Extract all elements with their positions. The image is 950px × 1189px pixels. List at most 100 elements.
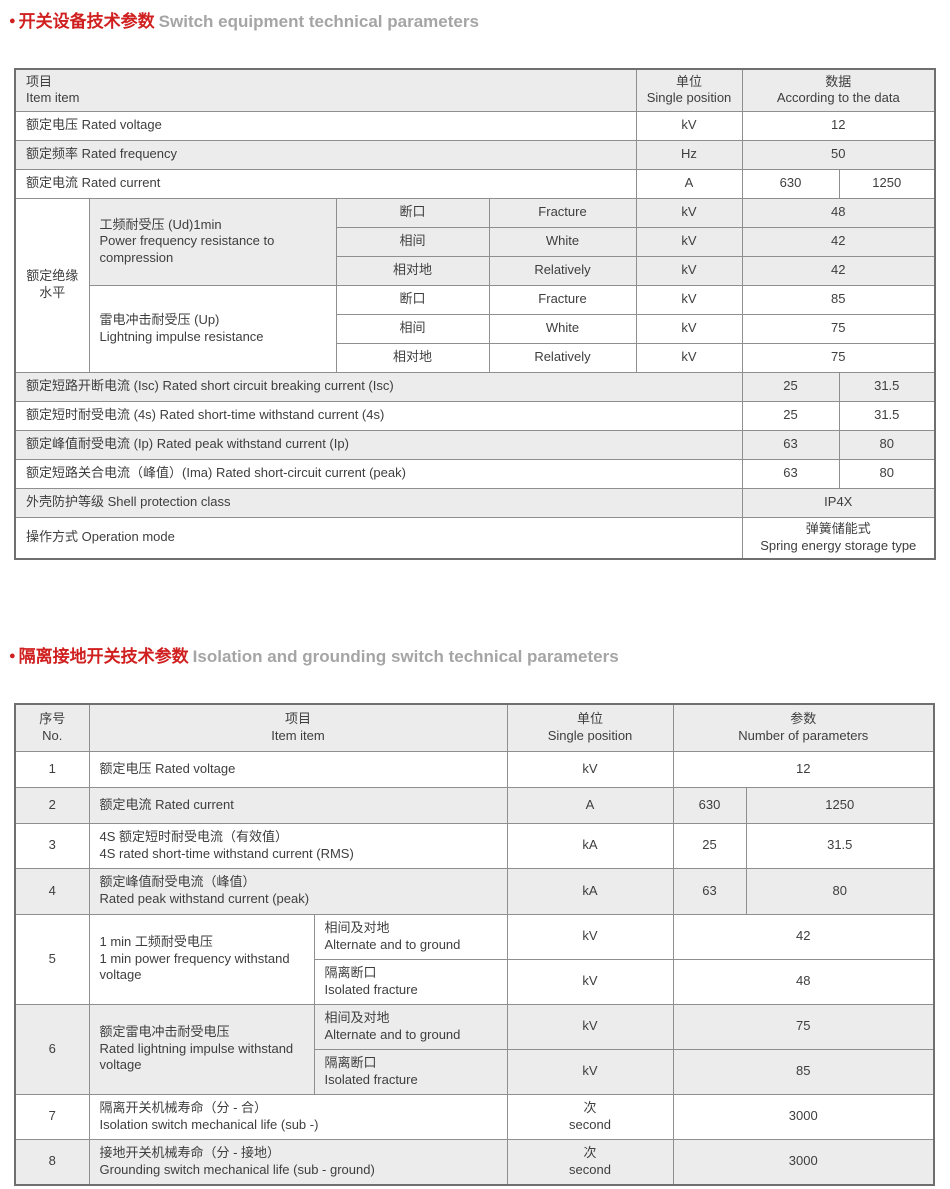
cell-lightning-impulse-desc: 雷电冲击耐受压 (Up) Lightning impulse resistanc… — [88, 284, 337, 373]
cell-unit: A — [506, 786, 674, 824]
table-row: 4 额定峰值耐受电流（峰值） Rated peak withstand curr… — [14, 867, 935, 915]
table-row: 2 额定电流 Rated current A 630 1250 — [14, 786, 935, 824]
cell-value: IP4X — [741, 487, 936, 518]
sub-cn: 相间及对地 — [324, 1009, 390, 1025]
cell-unit: kV — [635, 284, 743, 315]
cell-sub-en: Fracture — [488, 197, 637, 228]
cell-item: 额定电压 Rated voltage — [88, 750, 508, 788]
sub-en: Isolated fracture — [324, 1071, 418, 1087]
item-en: Rated peak withstand current (peak) — [99, 891, 310, 906]
sub-en: Alternate and to ground — [324, 936, 461, 952]
header-unit-cn: 单位 — [576, 711, 603, 727]
cell-item: 额定频率 Rated frequency — [14, 139, 637, 170]
item-cn: 隔离开关机械寿命（分 - 合） — [99, 1099, 268, 1115]
cell-unit: kV — [506, 913, 674, 960]
item-cn: 额定雷电冲击耐受电压 — [99, 1024, 230, 1040]
item-cn: 额定峰值耐受电流（峰值） — [99, 874, 256, 890]
table-row: 隔离断口 Isolated fracture kV 48 — [15, 958, 935, 1005]
cell-value-630: 630 — [741, 168, 840, 199]
header-item-cn: 项目 — [284, 711, 311, 727]
operation-value-en: Spring energy storage type — [760, 537, 917, 553]
cell-value: 31.5 — [838, 400, 936, 431]
cell-unit: kV — [635, 342, 743, 373]
cell-value: 弹簧储能式 Spring energy storage type — [741, 516, 936, 560]
cell-value-1250: 1250 — [838, 168, 936, 199]
item-en: Rated lightning impulse withstand voltag… — [99, 1040, 294, 1073]
header-no-en: No. — [42, 727, 63, 743]
cell-item: 外壳防护等级 Shell protection class — [14, 487, 743, 518]
header-unit-cn: 单位 — [675, 73, 702, 89]
cell-unit: A — [635, 168, 743, 199]
cell-sub-cn: 断口 — [335, 197, 490, 228]
table-row: 8 接地开关机械寿命（分 - 接地） Grounding switch mech… — [14, 1138, 935, 1186]
cell-item: 额定峰值耐受电流 (Ip) Rated peak withstand curre… — [14, 429, 743, 460]
cell-unit: kV — [635, 313, 743, 344]
cell-no: 6 — [14, 1003, 90, 1095]
cell-unit: kA — [506, 867, 674, 915]
bullet-icon: ● — [9, 15, 16, 27]
table-row: 雷电冲击耐受压 (Up) Lightning impulse resistanc… — [15, 284, 936, 373]
cell-sub-cn: 相对地 — [335, 255, 490, 286]
sub-en: Alternate and to ground — [324, 1026, 461, 1042]
cell-unit: kV — [506, 750, 674, 788]
insulation-group-line2: 水平 — [39, 285, 66, 300]
cell-value: 80 — [838, 458, 936, 489]
header-unit-en: Single position — [646, 90, 732, 106]
cell-value: 25 — [741, 371, 840, 402]
sub-cn: 隔离断口 — [324, 1054, 377, 1070]
cell-value: 80 — [838, 429, 936, 460]
table-row: 额定电压 Rated voltage kV 12 — [14, 110, 936, 141]
cell-value: 3000 — [672, 1138, 935, 1186]
cell-no: 3 — [14, 822, 90, 869]
table-row: 操作方式 Operation mode 弹簧储能式 Spring energy … — [14, 516, 936, 560]
header-cell-unit: 单位 Single position — [506, 703, 674, 752]
cell-unit: 次 second — [506, 1093, 674, 1140]
cell-unit: 次 second — [506, 1138, 674, 1186]
insulation-group-line1: 额定绝缘 — [26, 268, 79, 284]
header-cell-unit: 单位 Single position — [635, 68, 743, 112]
header-item-en: Item item — [271, 727, 325, 743]
cell-value: 50 — [741, 139, 936, 170]
unit-cn: 次 — [583, 1145, 597, 1161]
cell-unit: kV — [506, 1003, 674, 1050]
cell-sub-en: Relatively — [488, 342, 637, 373]
table-header-row: 项目 Item item 单位 Single position 数据 Accor… — [14, 68, 936, 112]
cell-unit: kV — [506, 1048, 674, 1095]
cell-unit: kV — [635, 255, 743, 286]
cell-value: 75 — [741, 342, 936, 373]
cell-unit: kA — [506, 822, 674, 869]
section-title-switch-parameters: ● 开关设备技术参数 Switch equipment technical para… — [9, 7, 479, 32]
table-header-row: 序号 No. 项目 Item item 单位 Single position 参… — [14, 703, 935, 752]
table-row: 3 4S 额定短时耐受电流（有效值） 4S rated short-time w… — [14, 822, 935, 869]
header-data-cn: 数据 — [825, 73, 852, 89]
pf-desc-cn: 工频耐受压 (Ud)1min — [99, 216, 222, 232]
unit-cn: 次 — [583, 1099, 597, 1115]
table-row: 额定频率 Rated frequency Hz 50 — [14, 139, 936, 170]
item-en: 4S rated short-time withstand current (R… — [99, 845, 354, 861]
table-row: 5 1 min 工频耐受电压 1 min power frequency wit… — [14, 913, 935, 1005]
cell-item: 额定电流 Rated current — [88, 786, 508, 824]
cell-insulation-group: 额定绝缘 水平 — [14, 197, 90, 373]
cell-value: 3000 — [672, 1093, 935, 1140]
cell-value: 42 — [741, 255, 936, 286]
cell-value: 31.5 — [838, 371, 936, 402]
cell-value-630: 630 — [672, 786, 747, 824]
item-en: 1 min power frequency withstand voltage — [99, 950, 290, 983]
cell-unit: Hz — [635, 139, 743, 170]
cell-no: 2 — [14, 786, 90, 824]
item-cn: 4S 额定短时耐受电流（有效值） — [99, 828, 289, 844]
cell-value: 63 — [741, 429, 840, 460]
cell-no: 1 — [14, 750, 90, 788]
header-param-cn: 参数 — [790, 711, 817, 727]
sub-en: Isolated fracture — [324, 981, 418, 997]
cell-item: 额定电压 Rated voltage — [14, 110, 637, 141]
section-title-cn: 隔离接地开关技术参数 — [18, 647, 189, 666]
cell-no: 7 — [14, 1093, 90, 1140]
cell-item: 额定短路关合电流（峰值）(Ima) Rated short-circuit cu… — [14, 458, 743, 489]
cell-unit: kV — [506, 958, 674, 1005]
table-row: 额定电流 Rated current A 630 1250 — [14, 168, 936, 199]
cell-unit: kV — [635, 226, 743, 257]
header-no-cn: 序号 — [39, 711, 66, 727]
cell-unit: kV — [635, 110, 743, 141]
